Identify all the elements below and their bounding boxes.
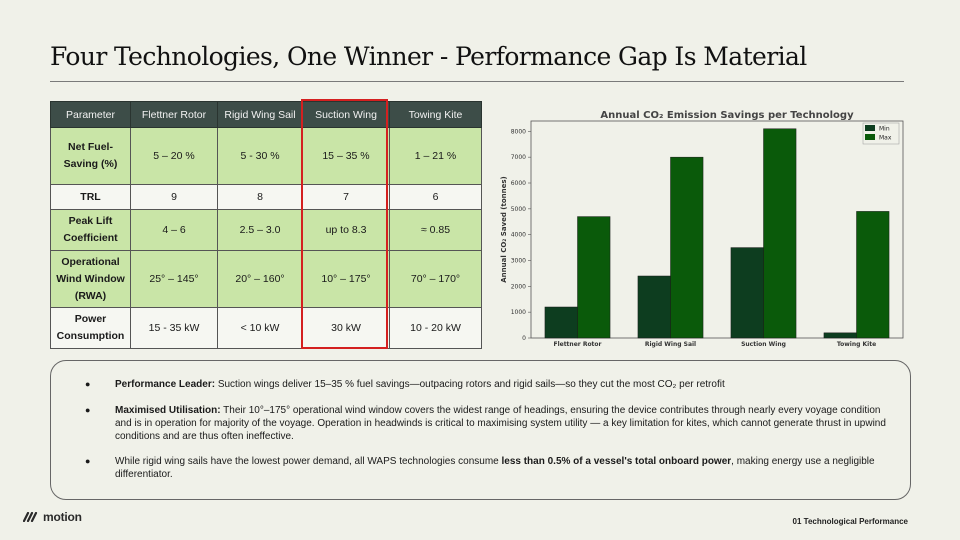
param-label: Power Consumption xyxy=(50,307,131,349)
co2-savings-chart: Annual CO₂ Emission Savings per Technolo… xyxy=(493,104,908,351)
x-tick-label: Suction Wing xyxy=(741,341,786,348)
key-findings-box: ● Performance Leader: Suction wings deli… xyxy=(50,360,911,500)
y-tick-label: 2000 xyxy=(511,283,526,290)
bullet-dot-icon: ● xyxy=(85,379,91,389)
table-cell: < 10 kW xyxy=(217,307,303,349)
bar-max xyxy=(577,216,611,339)
y-tick-label: 8000 xyxy=(511,128,526,135)
table-cell: ≈ 0.85 xyxy=(389,209,482,251)
column-header: Towing Kite xyxy=(389,101,482,128)
x-tick-label: Flettner Rotor xyxy=(553,341,601,348)
column-header: Rigid Wing Sail xyxy=(217,101,303,128)
bullet-heading: Maximised Utilisation: xyxy=(115,405,221,416)
bullet-performance-leader: ● Performance Leader: Suction wings deli… xyxy=(85,378,892,391)
bullet-text: Their 10°–175° operational wind window c… xyxy=(115,405,886,442)
table-cell: 7 xyxy=(302,184,390,210)
table-row: Peak Lift Coefficient 4 – 6 2.5 – 3.0 up… xyxy=(50,209,482,251)
table-cell: 2.5 – 3.0 xyxy=(217,209,303,251)
param-label: Net Fuel-Saving (%) xyxy=(50,127,131,185)
chart-svg: Annual CO₂ Emission Savings per Technolo… xyxy=(493,104,908,351)
bullet-text-end: , making energy use a negligible differe… xyxy=(115,456,875,480)
y-tick-label: 0 xyxy=(522,335,526,342)
column-header: Suction Wing xyxy=(302,101,390,128)
table-cell: 10 - 20 kW xyxy=(389,307,482,349)
table-row: Net Fuel-Saving (%) 5 – 20 % 5 - 30 % 15… xyxy=(50,127,482,185)
table-cell: 20° – 160° xyxy=(217,250,303,308)
legend-label: Max xyxy=(879,135,892,142)
legend-label: Min xyxy=(879,126,890,133)
param-label: Peak Lift Coefficient xyxy=(50,209,131,251)
table-cell: 15 - 35 kW xyxy=(130,307,218,349)
y-tick-label: 7000 xyxy=(511,154,526,161)
y-axis-label: Annual CO₂ Saved (tonnes) xyxy=(500,176,508,282)
table-cell: 15 – 35 % xyxy=(302,127,390,185)
bar-min xyxy=(544,306,578,339)
bar-max xyxy=(763,128,797,339)
bar-min xyxy=(637,275,671,339)
y-tick-label: 4000 xyxy=(511,232,526,239)
bullet-dot-icon: ● xyxy=(85,456,91,466)
table-cell: 10° – 175° xyxy=(302,250,390,308)
table-cell: 70° – 170° xyxy=(389,250,482,308)
logo-text: motion xyxy=(43,510,82,524)
table-cell: 9 xyxy=(130,184,218,210)
slide-title: Four Technologies, One Winner - Performa… xyxy=(50,42,807,71)
table-cell: 5 – 20 % xyxy=(130,127,218,185)
bullet-dot-icon: ● xyxy=(85,405,91,415)
section-footer: 01 Technological Performance xyxy=(792,517,908,526)
x-tick-label: Towing Kite xyxy=(837,341,876,348)
column-header: Parameter xyxy=(50,101,131,128)
y-tick-label: 6000 xyxy=(511,180,526,187)
table-cell: 6 xyxy=(389,184,482,210)
legend-swatch xyxy=(865,134,875,140)
bullet-power-demand: ● While rigid wing sails have the lowest… xyxy=(85,455,892,481)
table-row: Power Consumption 15 - 35 kW < 10 kW 30 … xyxy=(50,307,482,349)
bar-min xyxy=(730,247,764,339)
y-tick-label: 3000 xyxy=(511,258,526,265)
motion-logo-icon xyxy=(23,512,38,522)
table-cell: 8 xyxy=(217,184,303,210)
comparison-table: Parameter Flettner Rotor Rigid Wing Sail… xyxy=(50,101,482,349)
bullet-maximised-utilisation: ● Maximised Utilisation: Their 10°–175° … xyxy=(85,404,892,443)
table-cell: 4 – 6 xyxy=(130,209,218,251)
table-cell: 5 - 30 % xyxy=(217,127,303,185)
table-cell: 30 kW xyxy=(302,307,390,349)
bar-max xyxy=(670,156,704,339)
x-tick-label: Rigid Wing Sail xyxy=(645,341,696,348)
chart-title: Annual CO₂ Emission Savings per Technolo… xyxy=(600,110,854,121)
y-tick-label: 1000 xyxy=(511,309,526,316)
motion-logo: motion xyxy=(23,510,82,524)
bullet-text: Suction wings deliver 15–35 % fuel savin… xyxy=(215,379,725,390)
column-header: Flettner Rotor xyxy=(130,101,218,128)
table-cell: up to 8.3 xyxy=(302,209,390,251)
title-divider xyxy=(50,81,904,82)
table-header-row: Parameter Flettner Rotor Rigid Wing Sail… xyxy=(50,101,482,128)
y-tick-label: 5000 xyxy=(511,206,526,213)
table-cell: 25° – 145° xyxy=(130,250,218,308)
param-label: Operational Wind Window (RWA) xyxy=(50,250,131,308)
param-label: TRL xyxy=(50,184,131,210)
table-row: TRL 9 8 7 6 xyxy=(50,184,482,210)
bullet-text: While rigid wing sails have the lowest p… xyxy=(115,456,502,467)
legend-swatch xyxy=(865,125,875,131)
table-cell: 1 – 21 % xyxy=(389,127,482,185)
bar-min xyxy=(823,332,857,339)
bullet-heading: Performance Leader: xyxy=(115,379,216,390)
table-row: Operational Wind Window (RWA) 25° – 145°… xyxy=(50,250,482,308)
bullet-emphasis: less than 0.5% of a vessel's total onboa… xyxy=(501,456,732,467)
bar-max xyxy=(856,211,890,339)
